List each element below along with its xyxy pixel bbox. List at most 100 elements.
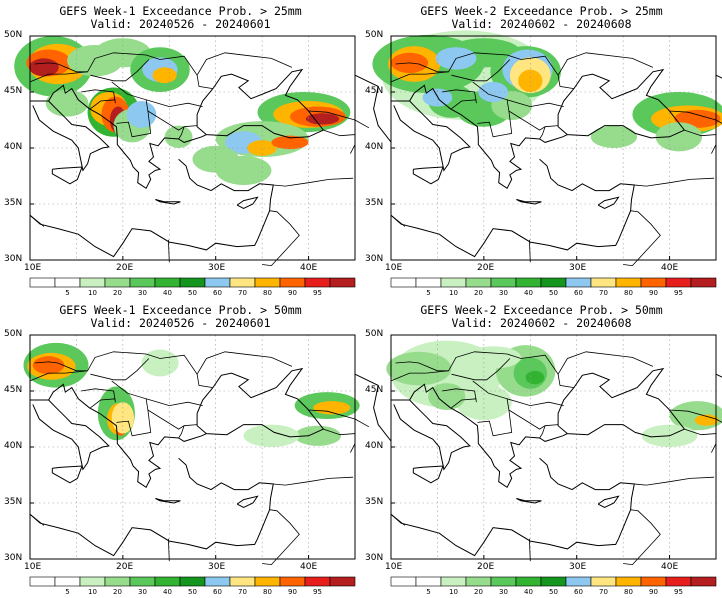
country-border	[111, 380, 152, 437]
colorbar-swatch	[229, 277, 256, 288]
panel-valid-dates: Valid: 20240526 - 20240601	[90, 316, 271, 330]
country-border	[34, 361, 88, 372]
country-border	[508, 409, 559, 430]
country-border	[390, 372, 427, 382]
lon-label: 10E	[385, 562, 403, 572]
probability-map	[14, 35, 398, 267]
colorbar-tick-label: 5	[65, 588, 70, 596]
country-border	[634, 476, 715, 486]
lat-label: 50N	[365, 30, 384, 40]
country-border	[506, 398, 564, 407]
colorbar-tick-label: 5	[65, 289, 70, 297]
colorbar-tick-label: 90	[288, 588, 297, 596]
colorbar-tick-label: 80	[624, 289, 633, 297]
colorbar-tick-label: 70	[599, 588, 608, 596]
colorbar-swatch	[279, 277, 306, 288]
country-border	[145, 398, 203, 407]
colorbar-tick-label: 95	[313, 588, 322, 596]
lon-label: 20E	[116, 562, 134, 572]
lat-label: 35N	[4, 198, 23, 208]
coastline	[155, 199, 181, 205]
colorbar-swatch	[490, 576, 517, 587]
country-border	[426, 52, 574, 89]
colorbar-swatch	[390, 576, 417, 587]
country-border	[395, 62, 449, 73]
colorbar	[390, 277, 717, 288]
precip-area	[386, 351, 452, 386]
coastline	[30, 84, 207, 190]
lat-label: 30N	[365, 254, 384, 264]
country-border	[262, 210, 300, 267]
coastline	[597, 196, 620, 210]
country-border	[90, 99, 116, 110]
country-border	[557, 351, 654, 375]
lon-label: 40E	[300, 562, 318, 572]
colorbar-tick-label: 90	[288, 289, 297, 297]
colorbar-swatch	[79, 576, 106, 587]
colorbar-tick-label: 10	[449, 588, 458, 596]
country-border	[147, 110, 198, 131]
colorbar-swatch	[615, 277, 642, 288]
coastline	[32, 399, 110, 471]
panel-valid-dates: Valid: 20240602 - 20240608	[451, 316, 632, 330]
precip-area	[422, 88, 453, 107]
panel-week1-25mm: GEFS Week-1 Exceedance Prob. > 25mm Vali…	[0, 0, 398, 299]
colorbar-tick-label: 80	[263, 588, 272, 596]
precip-area	[465, 346, 521, 369]
colorbar-swatch	[390, 277, 417, 288]
country-border	[623, 509, 661, 566]
lat-label: 40N	[4, 142, 23, 152]
country-border	[273, 177, 354, 187]
coastline	[30, 383, 207, 489]
country-border	[262, 509, 300, 566]
country-border	[508, 110, 559, 131]
country-border	[451, 398, 477, 409]
colorbar-tick-label: 95	[313, 289, 322, 297]
colorbar-swatch	[154, 576, 181, 587]
colorbar-tick-label: 5	[426, 289, 431, 297]
colorbar-swatch	[229, 576, 256, 587]
colorbar-swatch	[540, 576, 567, 587]
probability-map	[23, 334, 398, 566]
colorbar-tick-label: 20	[113, 289, 122, 297]
colorbar-tick-label: 90	[649, 289, 658, 297]
colorbar-swatch	[440, 277, 467, 288]
colorbar-swatch	[179, 277, 206, 288]
colorbar	[29, 576, 356, 587]
coastline	[597, 495, 620, 509]
colorbar-tick-label: 70	[599, 289, 608, 297]
country-border	[90, 59, 150, 82]
country-border	[273, 476, 354, 486]
coastline	[29, 158, 274, 258]
country-border	[196, 52, 293, 76]
country-border	[442, 89, 477, 104]
colorbar-swatch	[590, 576, 617, 587]
country-border	[472, 81, 513, 138]
country-border	[29, 214, 45, 227]
panel-valid-dates: Valid: 20240602 - 20240608	[451, 17, 632, 31]
precip-area	[126, 100, 157, 128]
country-border	[29, 372, 66, 382]
colorbar-swatch	[79, 277, 106, 288]
colorbar-swatch	[590, 277, 617, 288]
coastline	[155, 498, 181, 504]
country-border	[472, 380, 513, 437]
country-border	[34, 62, 88, 73]
precip-area	[164, 125, 193, 148]
coastline	[557, 68, 686, 139]
colorbar-swatch	[154, 277, 181, 288]
colorbar-tick-label: 40	[163, 588, 172, 596]
coastline	[393, 399, 471, 471]
colorbar-tick-label: 30	[138, 289, 147, 297]
colorbar-tick-label: 30	[499, 588, 508, 596]
precip-area	[247, 140, 277, 156]
country-border	[65, 52, 213, 89]
lat-label: 30N	[4, 254, 23, 264]
precip-area	[271, 135, 309, 150]
country-border	[506, 99, 564, 108]
colorbar-swatch	[279, 576, 306, 587]
coastline	[557, 367, 686, 438]
colorbar-tick-label: 80	[263, 289, 272, 297]
lat-label: 50N	[4, 30, 23, 40]
precip-area	[478, 81, 508, 103]
